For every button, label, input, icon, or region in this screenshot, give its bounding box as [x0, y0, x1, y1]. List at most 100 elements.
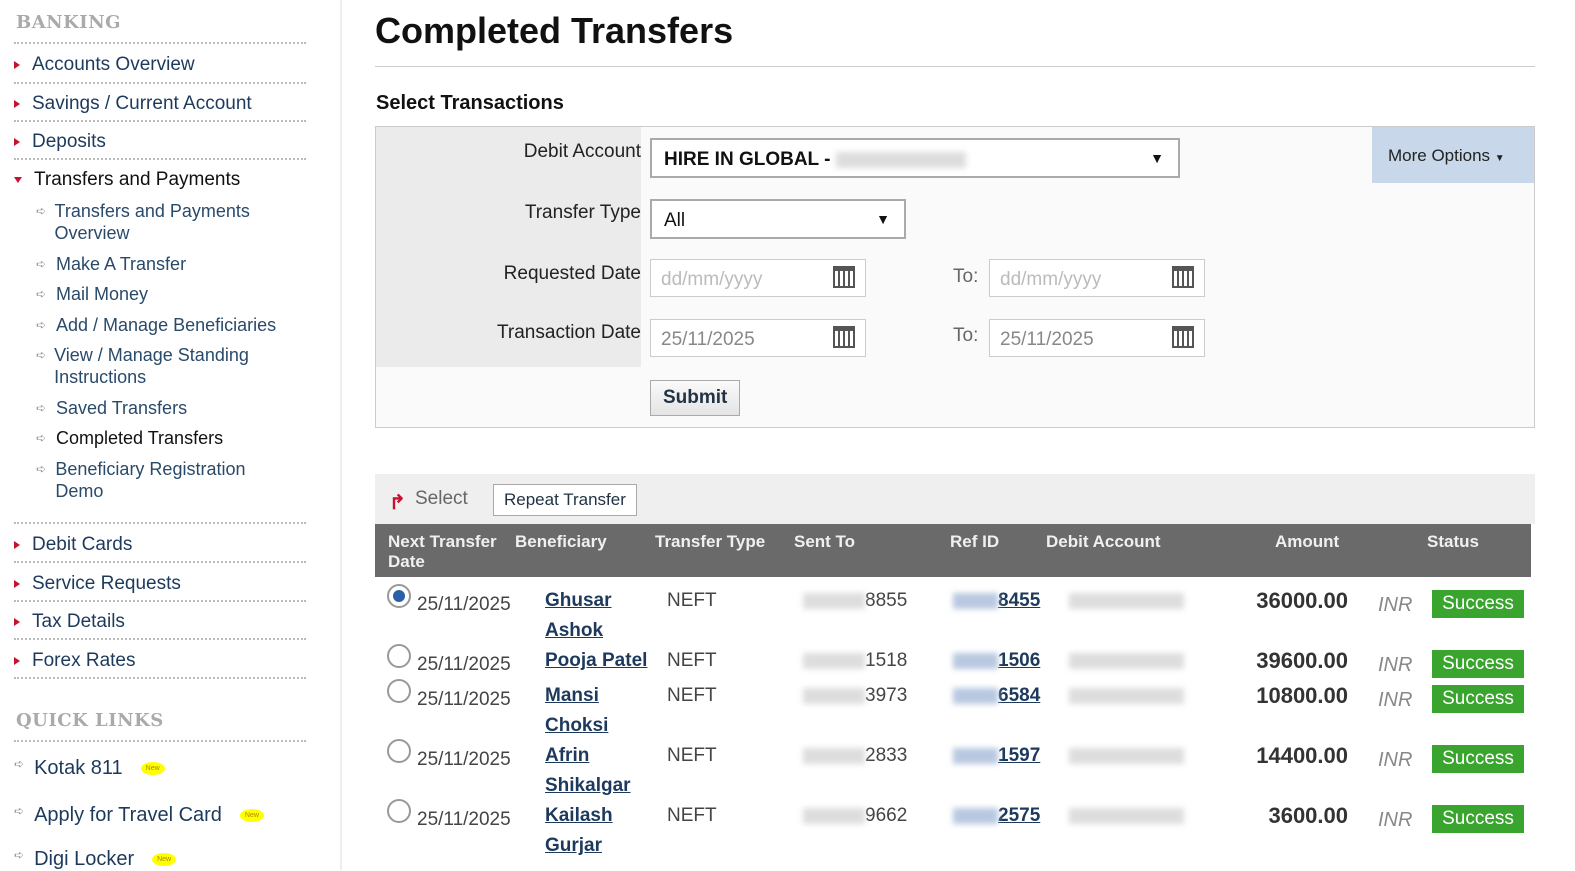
beneficiary-link[interactable]: Afrin Shikalgar [545, 741, 655, 801]
next-transfer-date: 25/11/2025 [417, 654, 511, 675]
row-radio[interactable] [387, 799, 411, 823]
transaction-date-to[interactable]: 25/11/2025 [989, 319, 1205, 357]
filter-form: Debit Account Transfer Type Requested Da… [375, 126, 1535, 428]
sub-beneficiary-demo[interactable]: ➪ Beneficiary Registration Demo [36, 458, 286, 502]
col-beneficiary[interactable]: Beneficiary [515, 532, 607, 551]
transaction-date-from[interactable]: 25/11/2025 [650, 319, 866, 357]
sub-make-transfer[interactable]: ➪ Make A Transfer [36, 253, 186, 275]
beneficiary-link[interactable]: Kailash Gurjar [545, 801, 655, 861]
arrow-icon: ➪ [14, 848, 25, 862]
nav-transfers-payments[interactable]: Transfers and Payments [14, 169, 240, 191]
quick-link-travel-card[interactable]: ➪ Apply for Travel Card New [14, 804, 264, 827]
status-badge: Success [1432, 685, 1524, 713]
ref-id-link[interactable]: 8455 [998, 590, 1041, 611]
beneficiary-name: Gurjar [545, 835, 603, 856]
divider [14, 82, 306, 84]
sub-saved-transfers[interactable]: ➪ Saved Transfers [36, 397, 187, 419]
sub-label: Add / Manage Beneficiaries [56, 315, 277, 335]
row-radio[interactable] [387, 644, 411, 668]
beneficiary-link[interactable]: Pooja Patel [545, 646, 655, 676]
sub-transfers-overview[interactable]: ➪ Transfers and Payments Overview [36, 200, 296, 244]
col-amount[interactable]: Amount [1275, 532, 1340, 551]
calendar-icon[interactable] [1172, 266, 1194, 288]
row-radio[interactable] [387, 739, 411, 763]
next-transfer-date: 25/11/2025 [417, 749, 511, 770]
ref-id-link[interactable]: 1597 [998, 745, 1041, 766]
beneficiary-link[interactable]: Ghusar Ashok [545, 586, 655, 646]
debit-account-select[interactable]: HIRE IN GLOBAL - ▼ [650, 138, 1180, 178]
col-sent-to[interactable]: Sent To [794, 532, 856, 551]
col-next-transfer-date[interactable]: Next Transfer Date [388, 532, 497, 571]
sub-manage-beneficiaries[interactable]: ➪ Add / Manage Beneficiaries [36, 314, 276, 336]
beneficiary-name: Kailash [545, 805, 613, 826]
calendar-icon[interactable] [1172, 326, 1194, 348]
requested-date-from[interactable]: dd/mm/yyyy [650, 259, 866, 297]
ref-id-link[interactable]: 2575 [998, 805, 1041, 826]
caret-down-icon [14, 177, 22, 183]
more-options-label: More Options [1388, 146, 1491, 165]
transfer-type: NEFT [667, 805, 717, 826]
more-options-button[interactable]: More Options ▼ [1372, 127, 1534, 183]
quick-links-title: QUICK LINKS [16, 710, 164, 731]
col-ref-id[interactable]: Ref ID [950, 532, 1000, 551]
quick-link-kotak-811[interactable]: ➪ Kotak 811 New [14, 757, 165, 780]
nav-service-requests[interactable]: Service Requests [14, 573, 181, 595]
masked-account [803, 807, 865, 824]
debit-account-label: Debit Account [523, 141, 641, 162]
ref-id-link[interactable]: 6584 [998, 685, 1041, 706]
nav-tax-details[interactable]: Tax Details [14, 611, 125, 633]
transfer-type-select[interactable]: All ▼ [650, 199, 906, 239]
calendar-icon[interactable] [833, 326, 855, 348]
sidebar: BANKING Accounts Overview Savings / Curr… [0, 0, 342, 870]
nav-label: Service Requests [32, 573, 181, 594]
nav-accounts-overview[interactable]: Accounts Overview [14, 54, 195, 76]
ref-id-link[interactable]: 1506 [998, 650, 1041, 671]
nav-forex-rates[interactable]: Forex Rates [14, 650, 135, 672]
row-radio[interactable] [387, 584, 411, 608]
masked-debit-account [1069, 747, 1184, 764]
sent-to: 1518 [865, 650, 908, 671]
masked-ref [953, 652, 998, 669]
arrow-icon: ➪ [36, 462, 47, 476]
masked-debit-account [1069, 592, 1184, 609]
quick-link-digi-locker[interactable]: ➪ Digi Locker New [14, 848, 177, 871]
currency: INR [1378, 749, 1413, 771]
sub-mail-money[interactable]: ➪ Mail Money [36, 283, 148, 305]
arrow-icon: ➪ [36, 348, 47, 362]
col-debit-account[interactable]: Debit Account [1046, 532, 1161, 551]
caret-right-icon [14, 138, 20, 146]
nav-deposits[interactable]: Deposits [14, 131, 106, 153]
nav-label: Accounts Overview [32, 54, 195, 75]
col-status[interactable]: Status [1427, 532, 1479, 551]
date-value: 25/11/2025 [661, 329, 755, 350]
date-value: 25/11/2025 [1000, 329, 1094, 350]
col-transfer-type[interactable]: Transfer Type [655, 532, 766, 551]
nav-savings-current[interactable]: Savings / Current Account [14, 93, 252, 115]
row-radio[interactable] [387, 679, 411, 703]
nav-debit-cards[interactable]: Debit Cards [14, 534, 132, 556]
masked-debit-account [1069, 687, 1184, 704]
beneficiary-name: Choksi [545, 715, 609, 736]
masked-account [803, 652, 865, 669]
divider [14, 522, 306, 524]
calendar-icon[interactable] [833, 266, 855, 288]
sub-completed-transfers[interactable]: ➪ Completed Transfers [36, 427, 223, 449]
requested-date-to[interactable]: dd/mm/yyyy [989, 259, 1205, 297]
sub-label: View / Manage Standing Instructions [54, 345, 249, 387]
submit-button[interactable]: Submit [650, 380, 741, 416]
table-toolbar: ↱ Select Repeat Transfer [375, 474, 1535, 524]
dropdown-arrow-icon: ▼ [1494, 153, 1505, 164]
arrow-icon: ➪ [36, 318, 47, 332]
caret-right-icon [14, 580, 20, 588]
currency: INR [1378, 594, 1413, 616]
new-badge: New [239, 809, 264, 822]
arrow-icon: ➪ [36, 204, 47, 218]
beneficiary-link[interactable]: Mansi Choksi [545, 681, 655, 741]
beneficiary-name: Ghusar [545, 590, 612, 611]
repeat-transfer-button[interactable]: Repeat Transfer [493, 484, 637, 516]
banking-title: BANKING [16, 12, 122, 33]
sub-standing-instructions[interactable]: ➪ View / Manage Standing Instructions [36, 344, 286, 388]
currency: INR [1378, 809, 1413, 831]
to-label: To: [953, 266, 979, 287]
transfer-type: NEFT [667, 650, 717, 671]
